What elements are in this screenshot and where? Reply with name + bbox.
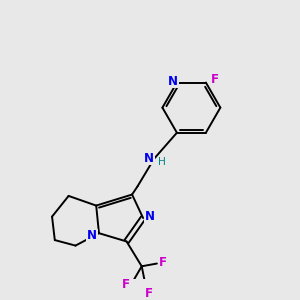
Text: N: N (87, 230, 97, 242)
Text: F: F (211, 73, 219, 86)
Text: F: F (145, 286, 153, 300)
Text: F: F (159, 256, 167, 269)
Text: H: H (158, 157, 166, 167)
Text: N: N (144, 152, 154, 165)
Text: N: N (145, 210, 155, 223)
Text: F: F (122, 278, 130, 291)
Text: N: N (168, 75, 178, 88)
